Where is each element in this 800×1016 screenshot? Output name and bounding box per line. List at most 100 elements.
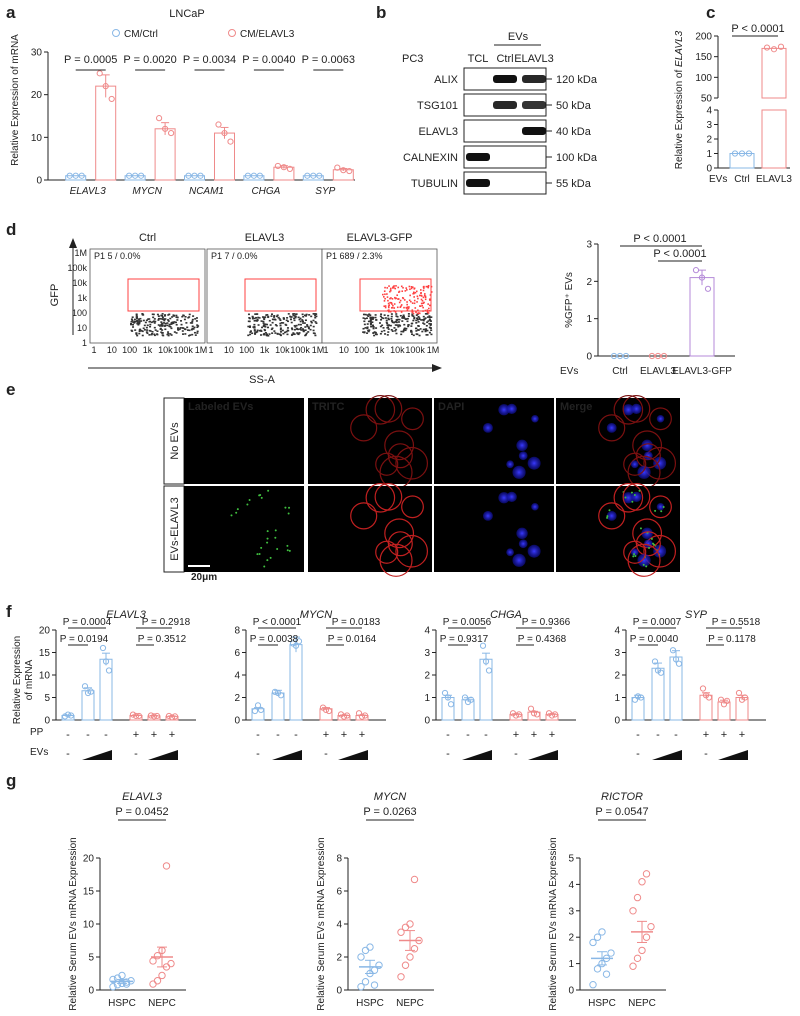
tick-label: 0 bbox=[706, 164, 712, 175]
flow-event bbox=[366, 326, 369, 329]
flow-event bbox=[395, 332, 398, 335]
flow-event bbox=[160, 325, 163, 327]
flow-event bbox=[256, 330, 259, 333]
flow-event bbox=[265, 334, 268, 337]
flow-event bbox=[366, 332, 369, 334]
flow-event bbox=[134, 329, 137, 331]
flow-event bbox=[272, 318, 275, 321]
point-elavl3 bbox=[168, 129, 175, 137]
flow-event bbox=[374, 333, 377, 336]
flow-gfp-event bbox=[392, 285, 395, 288]
flow-event bbox=[296, 327, 299, 330]
nucleus bbox=[498, 404, 510, 416]
flow-event bbox=[162, 334, 165, 337]
blot-protein-label: TUBULIN bbox=[411, 178, 458, 190]
p-value-label: P = 0.0007 bbox=[633, 617, 682, 628]
panel-f-gene-title: MYCN bbox=[300, 609, 332, 621]
flow-event bbox=[263, 332, 266, 335]
flow-event bbox=[309, 324, 312, 327]
pp-sign: + bbox=[323, 729, 329, 741]
panel-f-y-axis-tick-label: 4 bbox=[614, 626, 620, 637]
scatter-point bbox=[361, 946, 370, 955]
labeled-ev bbox=[606, 515, 609, 518]
flow-x-tick-label: 10k bbox=[275, 345, 290, 355]
p-value-label: P < 0.0001 bbox=[653, 248, 706, 260]
flow-event bbox=[307, 327, 310, 330]
p-value-label: P = 0.0452 bbox=[115, 806, 168, 818]
flow-event bbox=[411, 322, 414, 325]
point bbox=[551, 711, 559, 718]
flow-event bbox=[390, 315, 393, 318]
labeled-ev bbox=[606, 516, 609, 519]
flow-gfp-event bbox=[384, 297, 386, 300]
flow-event bbox=[263, 318, 266, 321]
flow-event bbox=[367, 315, 370, 318]
point-ctrl bbox=[78, 172, 85, 179]
labeled-ev bbox=[246, 503, 249, 506]
flow-event bbox=[270, 328, 273, 331]
point bbox=[660, 352, 668, 360]
flow-event bbox=[266, 323, 269, 326]
x-category-label: Ctrl bbox=[612, 366, 628, 377]
flow-gfp-event bbox=[398, 301, 401, 304]
point bbox=[444, 694, 452, 701]
panel-c-ylabel-gene: ELAVL3 bbox=[674, 30, 685, 67]
panel-g-y-axis-tick-label: 6 bbox=[336, 887, 342, 898]
point bbox=[704, 285, 712, 292]
panel-f-y-axis-tick-label: 2 bbox=[614, 671, 620, 682]
flow-event bbox=[262, 333, 265, 336]
flow-event bbox=[249, 325, 252, 328]
flow-gfp-event bbox=[400, 311, 403, 313]
flow-event bbox=[315, 313, 318, 315]
flow-event bbox=[407, 325, 410, 328]
panel-g-y-axis-tick-label: 15 bbox=[83, 887, 95, 898]
scatter-point bbox=[149, 957, 157, 965]
flow-gfp-event bbox=[413, 287, 416, 290]
flow-event bbox=[161, 322, 164, 325]
evs-dose-wedge bbox=[652, 750, 682, 760]
micrograph-panel bbox=[184, 486, 304, 572]
point bbox=[295, 638, 303, 645]
flow-gfp-event bbox=[420, 302, 423, 305]
nucleus bbox=[653, 544, 667, 558]
flow-gfp-event bbox=[382, 293, 384, 296]
flow-event bbox=[257, 316, 260, 319]
flow-event bbox=[196, 326, 199, 329]
panel-f-y-axis-tick-label: 2 bbox=[234, 693, 240, 704]
scatter-point bbox=[149, 980, 157, 988]
flow-event bbox=[422, 315, 425, 318]
scatter-point bbox=[357, 953, 365, 961]
flow-event bbox=[425, 334, 428, 336]
flow-event bbox=[294, 326, 297, 328]
flow-event bbox=[150, 333, 153, 336]
flow-event bbox=[253, 325, 256, 328]
panel-letter-a: a bbox=[6, 3, 16, 22]
flow-event bbox=[247, 320, 250, 323]
flow-event bbox=[279, 327, 282, 330]
flow-event bbox=[294, 316, 297, 319]
flow-event bbox=[426, 313, 429, 315]
flow-event bbox=[407, 313, 410, 315]
panel-a-ylabel: Relative Expression of mRNA bbox=[10, 34, 21, 166]
flow-event bbox=[191, 320, 194, 323]
point bbox=[533, 711, 541, 718]
flow-event bbox=[131, 316, 134, 318]
x-category-label: ELAVL3-GFP bbox=[672, 366, 732, 377]
flow-event bbox=[262, 320, 265, 323]
flow-gfp-event bbox=[424, 309, 427, 312]
flow-event bbox=[139, 328, 142, 331]
flow-gfp-event bbox=[423, 293, 426, 295]
flow-event bbox=[426, 321, 429, 324]
scatter-point bbox=[109, 975, 117, 984]
point-elavl3 bbox=[227, 138, 234, 145]
flow-event bbox=[279, 322, 282, 325]
point-elavl3 bbox=[340, 167, 347, 174]
flow-event bbox=[249, 333, 252, 336]
point bbox=[657, 669, 665, 676]
flow-event bbox=[396, 315, 399, 318]
evs-sign: - bbox=[256, 748, 260, 760]
flow-event bbox=[162, 318, 165, 321]
flow-y-tick-label: 10k bbox=[72, 278, 87, 288]
flow-gfp-event bbox=[423, 294, 426, 297]
flow-event bbox=[425, 324, 428, 327]
